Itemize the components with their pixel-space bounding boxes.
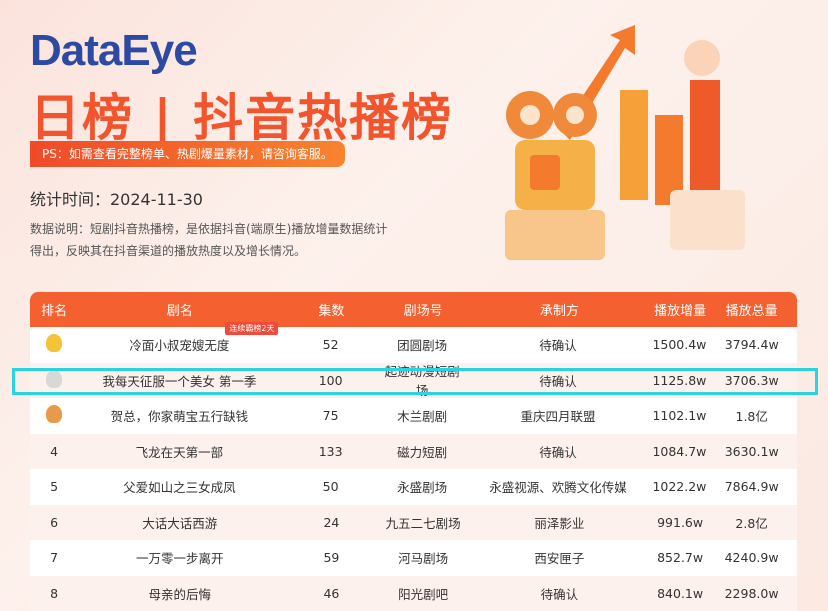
play-increase: 1500.4w: [652, 337, 707, 353]
play-increase: 991.6w: [657, 514, 704, 530]
play-increase: 1084.7w: [652, 443, 707, 459]
play-total: 3706.3w: [724, 372, 779, 388]
data-description: 数据说明：短剧抖音热播榜，是依据抖音(端原生)播放增量数据统计得出，反映其在抖音…: [30, 222, 388, 258]
episodes: 46: [323, 585, 340, 601]
rank-cell: 8: [30, 586, 78, 601]
name-cell: 父爱如山之三女成凤: [78, 477, 280, 496]
name-cell: 母亲的后悔: [78, 584, 281, 603]
rank: 4: [50, 443, 59, 459]
camera-chart-illustration: [505, 25, 745, 260]
table-row[interactable]: 7 一万零一步离开 59 河马剧场 西安匣子 852.7w 4240.9w: [30, 540, 797, 576]
table-row[interactable]: 4 飞龙在天第一部 133 磁力短剧 待确认 1084.7w 3630.1w: [30, 433, 797, 469]
episodes: 100: [318, 372, 343, 388]
producer: 重庆四月联盟: [520, 409, 596, 425]
producer: 西安匣子: [534, 551, 585, 567]
play-total: 1.8亿: [735, 409, 768, 425]
episodes: 59: [323, 550, 340, 566]
streak-badge: 连续霸榜2天: [225, 322, 279, 336]
rank: 8: [50, 585, 59, 601]
gold-medal-icon: [46, 334, 63, 353]
col-name: 剧名: [166, 304, 193, 319]
play-total: 2298.0w: [724, 585, 779, 601]
play-increase: 1022.2w: [652, 479, 707, 495]
drama-name[interactable]: 冷面小叔宠嫂无度: [129, 338, 230, 354]
producer: 永盛视源、欢腾文化传媒: [489, 480, 627, 496]
episodes: 75: [322, 408, 339, 424]
row-highlight: [12, 368, 818, 395]
play-total: 7864.9w: [724, 479, 779, 495]
theater: 木兰剧剧: [397, 409, 448, 425]
col-rank: 排名: [41, 304, 68, 319]
table-row[interactable]: 5 父爱如山之三女成凤 50 永盛剧场 永盛视源、欢腾文化传媒 1022.2w …: [30, 469, 797, 505]
rank-cell: [30, 334, 78, 355]
play-total: 4240.9w: [724, 550, 779, 566]
col-total: 播放总量: [725, 304, 778, 319]
table-row[interactable]: 6 大话大话西游 24 九五二七剧场 丽泽影业 991.6w 2.8亿: [30, 504, 797, 540]
drama-name[interactable]: 母亲的后悔: [148, 586, 211, 602]
rank: 6: [50, 514, 59, 530]
play-total: 2.8亿: [735, 515, 768, 531]
rank-cell: 5: [30, 479, 78, 494]
stat-date: 统计时间：2024-11-30: [30, 190, 203, 209]
episodes: 133: [318, 443, 343, 459]
episodes: 24: [323, 514, 340, 530]
rank-cell: [30, 369, 78, 391]
name-cell: 飞龙在天第一部: [78, 442, 280, 461]
producer: 丽泽影业: [534, 515, 585, 531]
rank-cell: 4: [30, 444, 78, 459]
theater: 九五二七剧场: [385, 515, 461, 531]
name-cell: 大话大话西游: [78, 513, 281, 532]
table-row[interactable]: 8 母亲的后悔 46 阳光剧吧 待确认 840.1w 2298.0w: [30, 575, 797, 611]
rank: 7: [50, 550, 59, 566]
producer: 待确认: [539, 373, 577, 389]
theater: 河马剧场: [398, 551, 449, 567]
silver-medal-icon: [46, 369, 63, 388]
name-cell: 一万零一步离开: [78, 548, 281, 567]
play-increase: 840.1w: [657, 585, 704, 601]
col-episodes: 集数: [318, 304, 345, 319]
theater: 团圆剧场: [397, 338, 448, 354]
name-cell: 冷面小叔宠嫂无度 连续霸榜2天: [78, 322, 280, 354]
table-header: 排名 剧名 集数 剧场号 承制方 播放增量 播放总量: [30, 292, 797, 327]
page-title: 日榜 | 抖音热播榜: [30, 89, 454, 147]
drama-name[interactable]: 贺总，你家萌宝五行缺钱: [110, 409, 249, 425]
theater: 永盛剧场: [397, 480, 448, 496]
drama-name[interactable]: 父爱如山之三女成凤: [123, 480, 236, 496]
rank-cell: [30, 405, 78, 426]
play-increase: 852.7w: [657, 550, 704, 566]
drama-name[interactable]: 一万零一步离开: [135, 551, 224, 567]
producer: 待确认: [540, 586, 579, 602]
play-total: 3630.1w: [724, 443, 779, 459]
col-increase: 播放增量: [654, 304, 707, 319]
ranking-table: 排名 剧名 集数 剧场号 承制方 播放增量 播放总量 冷面小叔宠嫂无度 连续霸榜2…: [30, 292, 797, 611]
play-increase: 1125.8w: [652, 372, 707, 388]
name-cell: 我每天征服一个美女 第一季: [78, 371, 280, 390]
name-cell: 贺总，你家萌宝五行缺钱: [78, 406, 280, 425]
table-row[interactable]: 贺总，你家萌宝五行缺钱 75 木兰剧剧 重庆四月联盟 1102.1w 1.8亿: [30, 398, 797, 434]
episodes: 52: [322, 337, 339, 353]
theater: 磁力短剧: [397, 444, 448, 460]
play-increase: 1102.1w: [652, 408, 707, 424]
bronze-medal-icon: [46, 405, 63, 424]
col-theater: 剧场号: [403, 304, 443, 319]
dataeye-logo: DataEye: [30, 26, 198, 75]
col-producer: 承制方: [539, 304, 579, 319]
drama-name[interactable]: 大话大话西游: [142, 515, 218, 531]
ps-banner: PS：如需查看完整榜单、热剧爆量素材，请咨询客服。: [30, 141, 345, 167]
drama-name[interactable]: 飞龙在天第一部: [135, 444, 224, 460]
table-row[interactable]: 冷面小叔宠嫂无度 连续霸榜2天 52 团圆剧场 待确认 1500.4w 3794.…: [30, 322, 797, 363]
rank-cell: 7: [30, 550, 78, 565]
producer: 待确认: [539, 338, 577, 354]
rank: 5: [50, 479, 59, 495]
drama-name[interactable]: 我每天征服一个美女 第一季: [102, 373, 257, 389]
rank-cell: 6: [30, 515, 78, 530]
play-total: 3794.4w: [724, 337, 779, 353]
producer: 待确认: [539, 444, 577, 460]
episodes: 50: [322, 479, 339, 495]
theater: 阳光剧吧: [398, 586, 449, 602]
